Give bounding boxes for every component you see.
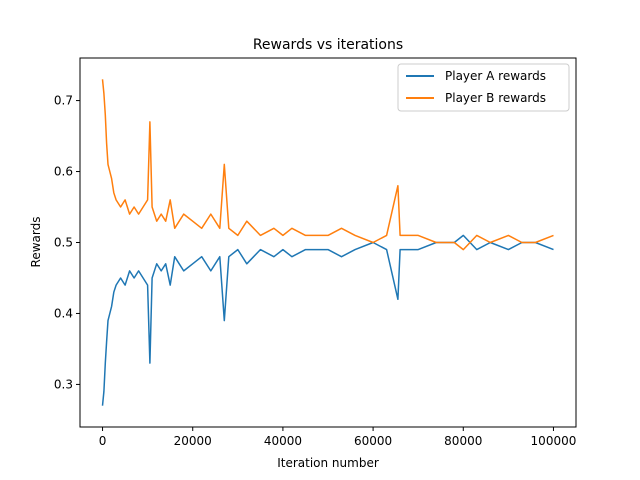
chart-title: Rewards vs iterations	[253, 37, 403, 53]
x-tick-label: 60000	[354, 434, 392, 448]
x-tick-label: 100000	[531, 434, 577, 448]
legend: Player A rewards Player B rewards	[397, 63, 570, 112]
y-tick-label: 0.5	[54, 236, 73, 250]
y-tick-label: 0.4	[54, 306, 73, 320]
x-ticks: 0 20000 40000 60000 80000 100000	[99, 427, 577, 448]
series-line-player-a	[101, 234, 554, 406]
y-axis-label: Rewards	[29, 217, 43, 268]
legend-label-player-b: Player B rewards	[445, 91, 546, 105]
x-axis-label: Iteration number	[277, 456, 379, 470]
x-tick-label: 0	[99, 434, 107, 448]
legend-label-player-a: Player A rewards	[445, 69, 546, 83]
plot-area	[101, 79, 554, 406]
x-tick-label: 20000	[174, 434, 212, 448]
x-tick-label: 40000	[264, 434, 302, 448]
y-tick-label: 0.3	[54, 377, 73, 391]
legend-box	[397, 63, 570, 112]
series-line-player-b	[101, 79, 554, 251]
y-ticks: 0.3 0.4 0.5 0.6 0.7	[54, 94, 80, 391]
y-tick-label: 0.6	[54, 165, 73, 179]
x-tick-label: 80000	[444, 434, 482, 448]
y-tick-label: 0.7	[54, 94, 73, 108]
